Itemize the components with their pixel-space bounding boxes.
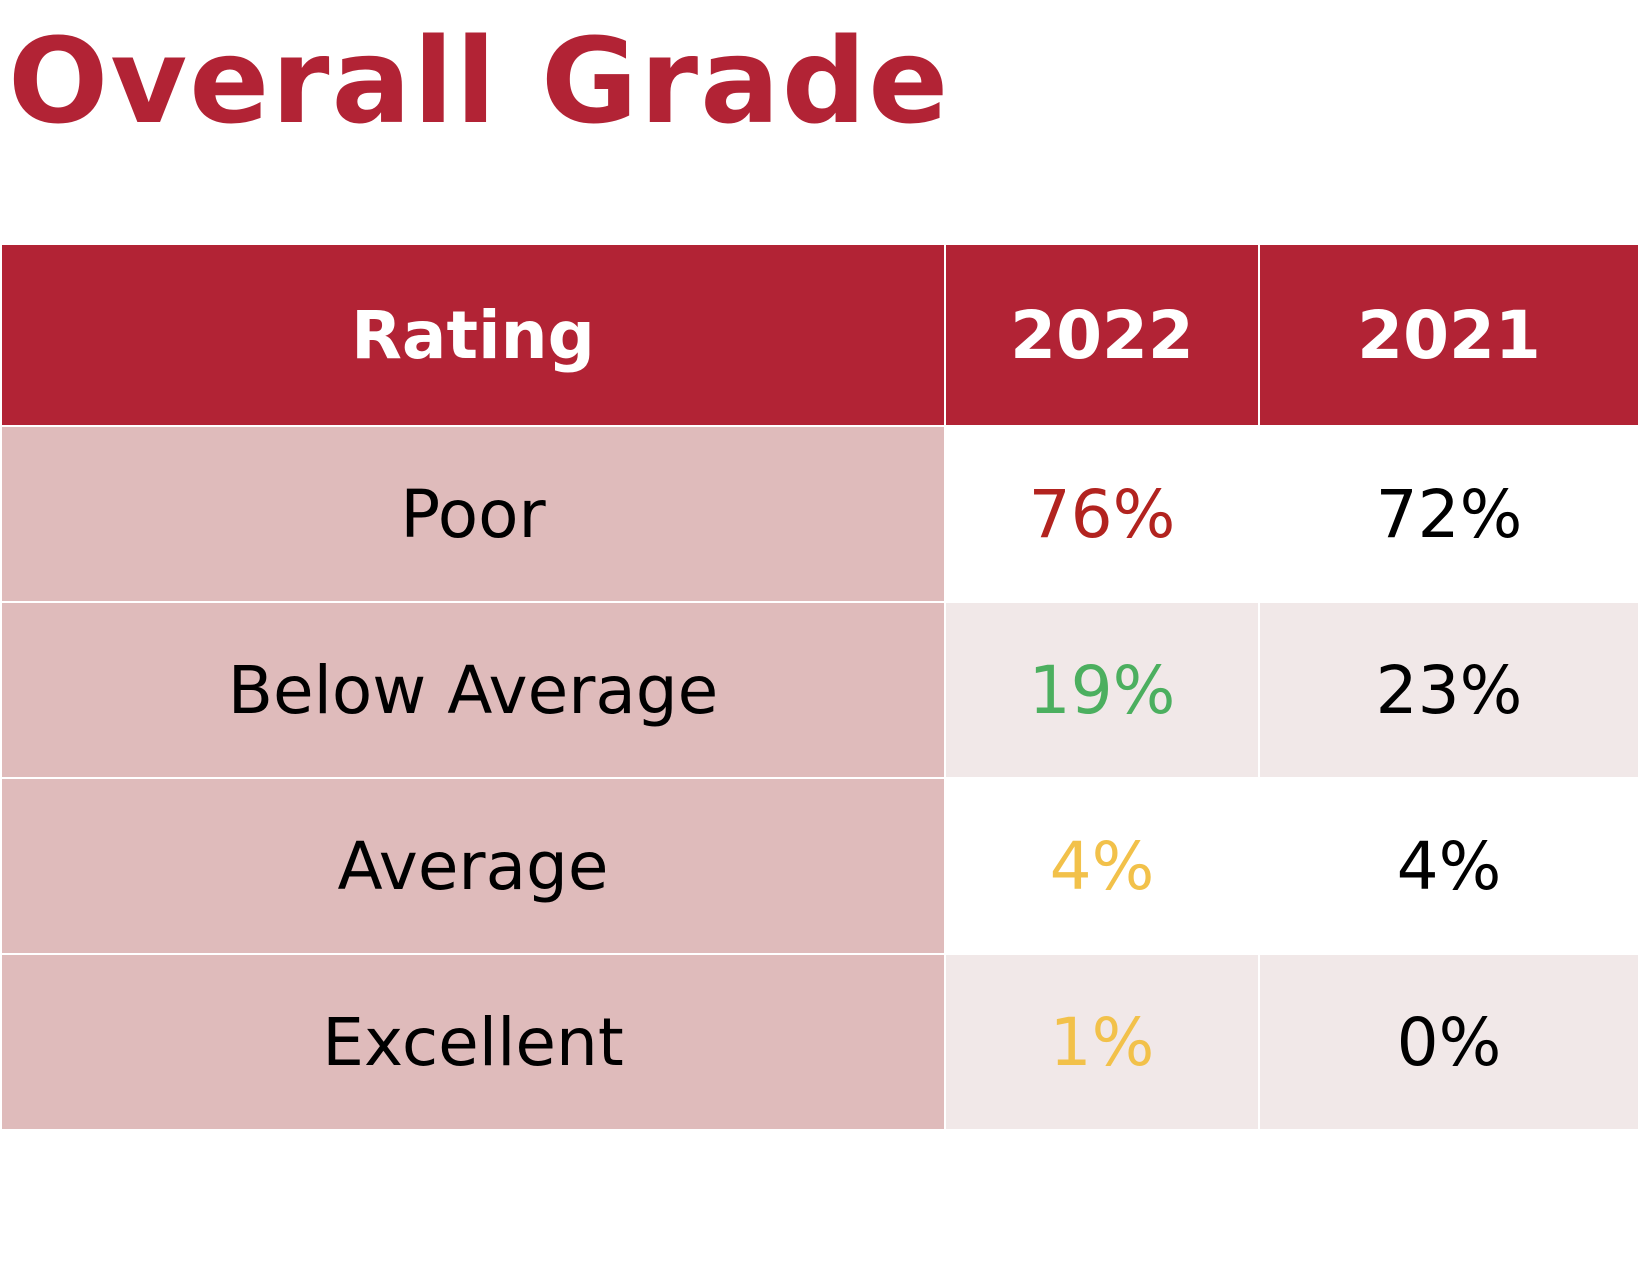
rating-cell: Excellent: [0, 953, 946, 1131]
rating-cell: Below Average: [0, 601, 946, 779]
value-2021-cell: 23%: [1258, 601, 1638, 779]
rating-cell: Average: [0, 777, 946, 955]
value-2021-cell: 4%: [1258, 777, 1638, 955]
value-2022-cell: 19%: [944, 601, 1260, 779]
value-2021-cell: 72%: [1258, 425, 1638, 603]
value-2021-cell: 0%: [1258, 953, 1638, 1131]
table-header-row: Rating 2022 2021: [0, 243, 1638, 427]
table-row: Below Average 19% 23%: [0, 601, 1638, 779]
header-2022: 2022: [944, 243, 1260, 427]
value-2022-cell: 1%: [944, 953, 1260, 1131]
table-row: Average 4% 4%: [0, 777, 1638, 955]
header-2021: 2021: [1258, 243, 1638, 427]
value-2022-cell: 76%: [944, 425, 1260, 603]
table-row: Excellent 1% 0%: [0, 953, 1638, 1131]
overall-grade-table: Rating 2022 2021 Poor 76% 72% Below Aver…: [0, 243, 1638, 1131]
value-2022-cell: 4%: [944, 777, 1260, 955]
table-row: Poor 76% 72%: [0, 425, 1638, 603]
header-rating: Rating: [0, 243, 946, 427]
rating-cell: Poor: [0, 425, 946, 603]
page-title: Overall Grade: [8, 12, 951, 150]
